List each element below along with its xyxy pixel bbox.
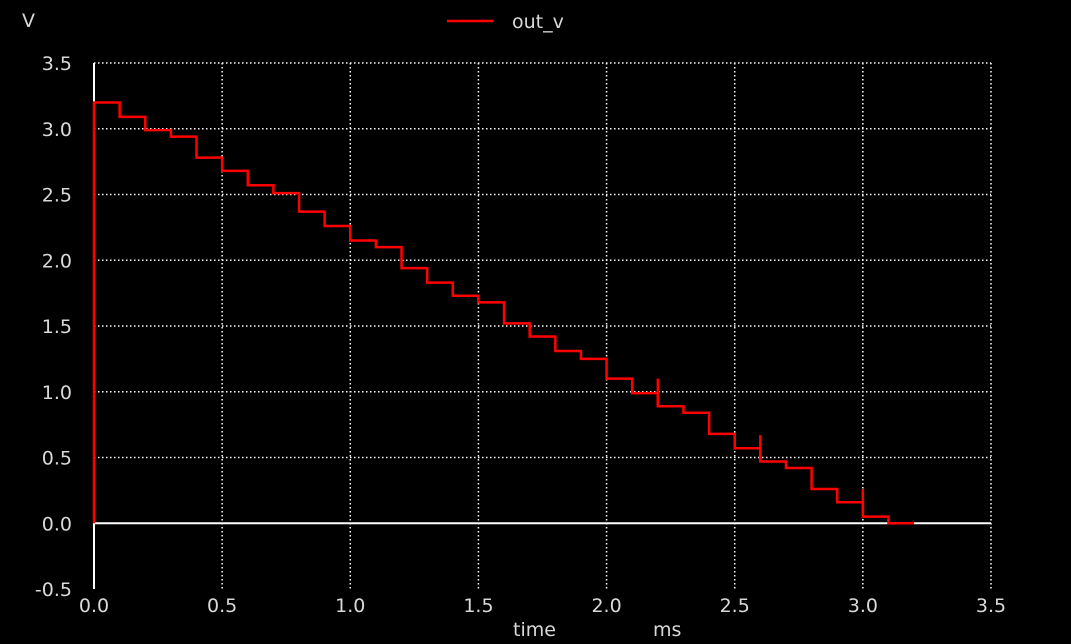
y-tick-label: 1.5 (42, 316, 72, 338)
y-tick-label: 2.0 (42, 250, 72, 272)
y-tick-label: 1.0 (42, 382, 72, 404)
x-tick-label: 0.5 (207, 595, 237, 617)
y-tick-label: -0.5 (35, 579, 72, 601)
x-tick-label: 1.5 (463, 595, 493, 617)
x-tick-label: 1.0 (335, 595, 365, 617)
series-line-out-v (92, 101, 915, 525)
x-axis-unit: ms (653, 619, 681, 641)
y-tick-labels: 3.5 3.0 2.5 2.0 1.5 1.0 0.5 0.0 -0.5 (35, 53, 72, 601)
x-tick-label: 2.0 (591, 595, 621, 617)
series-group (92, 101, 915, 525)
x-tick-label: 3.5 (976, 595, 1006, 617)
x-tick-label: 2.5 (720, 595, 750, 617)
x-tick-label: 0.0 (79, 595, 109, 617)
x-tick-labels: 0.0 0.5 1.0 1.5 2.0 2.5 3.0 3.5 (79, 595, 1006, 617)
grid-lines (94, 62, 992, 589)
x-tick-label: 3.0 (848, 595, 878, 617)
y-tick-label: 2.5 (42, 185, 72, 207)
y-tick-label: 3.5 (42, 53, 72, 75)
y-tick-label: 3.0 (42, 119, 72, 141)
x-axis-label: time (513, 619, 556, 641)
y-tick-label: 0.5 (42, 448, 72, 470)
y-axis-label: V (22, 10, 35, 32)
legend-label: out_v (512, 11, 564, 33)
y-tick-label: 0.0 (42, 513, 72, 535)
